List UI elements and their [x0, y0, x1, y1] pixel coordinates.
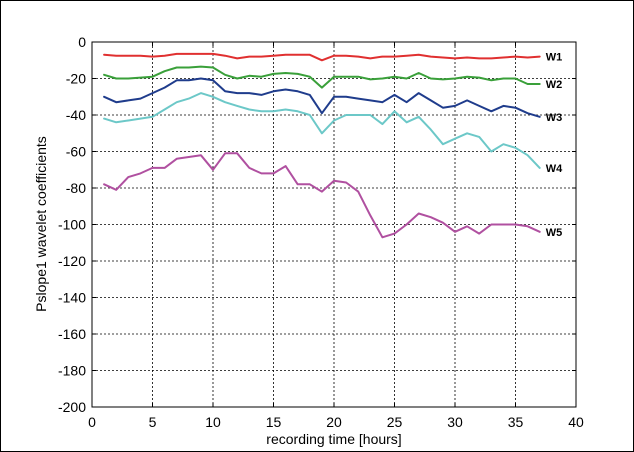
x-tick-label: 35 [508, 414, 524, 430]
y-tick-label: -60 [66, 144, 86, 160]
series-line-w1 [103, 52, 541, 62]
y-tick-label: -20 [66, 71, 86, 87]
y-axis-label: Pslope1 wavelet coefficients [33, 136, 49, 312]
y-tick-label: -120 [58, 253, 86, 269]
x-tick-label: 25 [387, 414, 403, 430]
x-tick-label: 40 [568, 414, 584, 430]
y-tick-label: -180 [58, 363, 86, 379]
series-lines [103, 52, 541, 239]
x-tick-label: 30 [447, 414, 463, 430]
y-tick-label: -100 [58, 217, 86, 233]
y-tick-label: -40 [66, 107, 86, 123]
series-label-w3: W3 [546, 112, 563, 124]
series-line-w2 [103, 65, 541, 89]
series-line-w3 [103, 77, 541, 118]
series-label-w4: W4 [546, 163, 563, 175]
x-axis-label: recording time [hours] [266, 431, 401, 447]
series-line-w4 [103, 92, 541, 169]
y-tick-label: -80 [66, 180, 86, 196]
series-label-w5: W5 [546, 227, 563, 239]
x-tick-label: 15 [266, 414, 282, 430]
y-tick-label: -160 [58, 326, 86, 342]
x-tick-label: 5 [149, 414, 157, 430]
axis-ticks: 0 5 10 15 20 25 30 35 40-200-180-160-140-120-100… [58, 34, 584, 430]
y-tick-label: 0 [78, 34, 86, 50]
series-label-w1: W1 [546, 52, 563, 64]
grid [92, 42, 576, 407]
series-label-w2: W2 [546, 79, 563, 91]
y-tick-label: -200 [58, 399, 86, 415]
x-tick-label: 20 [326, 414, 342, 430]
series-line-w5 [103, 152, 541, 239]
x-tick-label: 0 [88, 414, 96, 430]
series-labels: W1 W2 W3 W4 W5 [546, 52, 563, 239]
y-tick-label: -140 [58, 290, 86, 306]
x-tick-label: 10 [205, 414, 221, 430]
